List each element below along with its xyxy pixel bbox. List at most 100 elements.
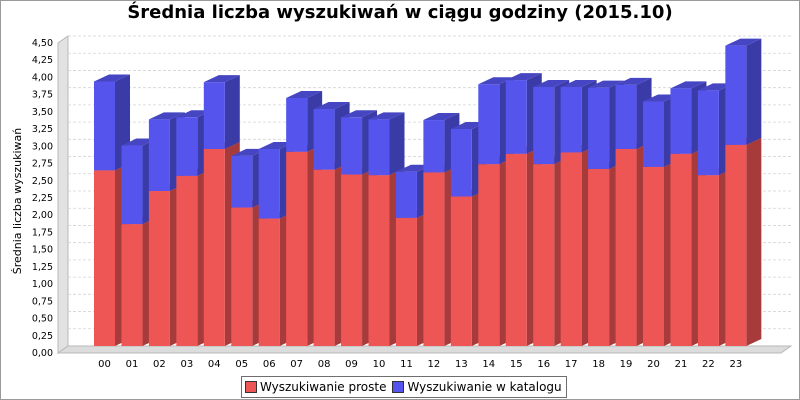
bar-simple-search	[560, 152, 582, 346]
left-wall	[57, 35, 69, 354]
bar-simple-search	[725, 144, 747, 346]
x-tick-label: 12	[428, 359, 441, 370]
x-tick-label: 23	[729, 359, 742, 370]
bar-top-catalog-search	[643, 94, 679, 102]
x-tick-label: 16	[537, 359, 550, 370]
bar-top-catalog-search	[341, 110, 378, 118]
bar-catalog-search	[341, 117, 363, 175]
x-tick-label: 02	[153, 359, 166, 370]
legend-label-catalog-search: Wyszukiwanie w katalogu	[407, 380, 562, 394]
bar-catalog-search	[121, 145, 143, 225]
bar-top-catalog-search	[450, 122, 487, 129]
x-tick-label: 19	[620, 359, 633, 370]
y-axis-label: Średnia liczba wyszukiwań	[11, 128, 24, 275]
bar-top-catalog-search	[368, 112, 405, 120]
bar-top-catalog-search	[395, 164, 432, 172]
y-tick-label: 1,00	[32, 279, 53, 290]
legend-swatch-simple-search	[245, 381, 257, 393]
y-tick-label: 3,50	[32, 107, 53, 118]
bar-top-catalog-search	[423, 113, 460, 121]
bar-simple-search	[176, 175, 198, 346]
bar-top-catalog-search	[725, 38, 762, 46]
bar-catalog-search	[395, 171, 417, 218]
y-tick-label: 3,75	[32, 90, 53, 101]
bar-simple-search	[615, 148, 637, 346]
chart-legend: Wyszukiwanie proste Wyszukiwanie w katal…	[241, 376, 567, 398]
y-tick-label: 1,50	[32, 245, 53, 256]
bar-side-catalog-search	[224, 75, 240, 149]
x-tick-label: 00	[98, 359, 111, 370]
legend-item-catalog-search: Wyszukiwanie w katalogu	[392, 380, 562, 394]
bar-simple-search	[368, 175, 390, 346]
bar-catalog-search	[94, 81, 115, 171]
bar-simple-search	[148, 191, 170, 346]
bar-side-catalog-search	[389, 112, 405, 176]
x-tick-label: 09	[345, 359, 358, 370]
y-tick-label: 4,50	[32, 38, 53, 49]
bar-catalog-search	[533, 86, 555, 165]
bar-top-catalog-search	[148, 112, 185, 120]
bar-catalog-search	[203, 82, 225, 149]
bar-catalog-search	[478, 84, 500, 165]
bar-simple-search	[588, 168, 610, 346]
x-tick-label: 11	[400, 359, 413, 370]
bar-catalog-search	[176, 117, 198, 176]
x-tick-label: 03	[180, 359, 193, 370]
x-tick-label: 06	[263, 359, 276, 370]
bar-simple-search	[341, 174, 363, 346]
bar-simple-search	[395, 217, 417, 346]
x-tick-label: 01	[126, 359, 139, 370]
y-tick-label: 1,25	[32, 262, 53, 273]
bar-simple-search	[478, 164, 500, 346]
y-tick-label: 2,00	[32, 210, 53, 221]
x-tick-label: 13	[455, 359, 468, 370]
bar-top-catalog-search	[258, 141, 295, 149]
bar-simple-search	[505, 153, 527, 346]
bar-top-catalog-search	[533, 79, 570, 87]
x-tick-label: 18	[592, 359, 605, 370]
legend-item-simple-search: Wyszukiwanie proste	[245, 380, 386, 394]
bar-top-catalog-search	[697, 83, 734, 91]
y-tick-label: 0,50	[32, 314, 53, 325]
x-tick-label: 07	[290, 359, 303, 370]
bar-catalog-search	[368, 119, 390, 176]
bar-simple-search	[121, 224, 143, 346]
bar-side-catalog-search	[746, 38, 762, 145]
bar-simple-search	[533, 164, 555, 346]
bar-simple-search	[258, 218, 280, 346]
bar-catalog-search	[725, 45, 747, 145]
bar-top-catalog-search	[615, 77, 652, 85]
bar-catalog-search	[148, 119, 170, 191]
x-tick-label: 08	[318, 359, 331, 370]
bar-side-simple-search	[746, 137, 762, 346]
bar-simple-search	[643, 166, 664, 346]
legend-swatch-catalog-search	[392, 381, 405, 393]
x-tick-label: 22	[702, 359, 715, 370]
x-tick-label: 10	[373, 359, 386, 370]
y-tick-label: 3,25	[32, 124, 53, 135]
bar-catalog-search	[286, 98, 308, 152]
x-tick-label: 04	[208, 359, 221, 370]
bar-top-catalog-search	[286, 91, 323, 98]
bar-top-catalog-search	[176, 110, 213, 118]
bar-top-catalog-search	[121, 138, 158, 146]
bar-simple-search	[286, 151, 308, 346]
y-tick-label: 2,50	[32, 176, 53, 187]
y-tick-label: 2,25	[32, 193, 53, 204]
bar-top-catalog-search	[231, 148, 268, 156]
bar-top-catalog-search	[588, 80, 625, 88]
x-tick-label: 17	[565, 359, 578, 370]
bar-catalog-search	[423, 120, 445, 173]
chart-title: Średnia liczba wyszukiwań w ciągu godzin…	[127, 2, 673, 23]
bar-top-catalog-search	[560, 79, 597, 87]
bar-simple-search	[313, 169, 335, 346]
bar-catalog-search	[615, 84, 637, 149]
y-tick-label: 0,00	[32, 348, 53, 359]
y-tick-label: 3,00	[32, 141, 53, 152]
floor	[56, 345, 793, 354]
bar-catalog-search	[670, 88, 692, 154]
x-tick-label: 21	[675, 359, 688, 370]
bar-top-catalog-search	[478, 77, 515, 85]
bar-top-catalog-search	[203, 75, 240, 83]
